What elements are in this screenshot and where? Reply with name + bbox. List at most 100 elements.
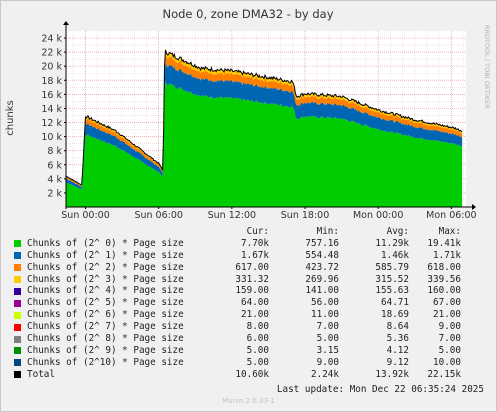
y-tick-label: 10 k	[41, 132, 62, 143]
legend-swatch	[14, 276, 21, 284]
legend-max: 1.71k	[433, 249, 461, 261]
legend-min: 141.00	[305, 285, 339, 297]
legend-cur: 64.00	[241, 297, 269, 309]
legend-avg: 315.52	[375, 273, 409, 285]
legend-header-avg: Avg:	[386, 226, 409, 237]
legend-max: 21.00	[433, 309, 461, 321]
area-series-2pow0	[66, 81, 463, 207]
legend-avg: 11.29k	[375, 237, 409, 249]
legend-row: Chunks of (2^ 9) * Page size 5.00 3.15 4.12…	[14, 345, 490, 357]
legend-cur: 5.00	[246, 344, 269, 356]
legend-row: Chunks of (2^ 6) * Page size 21.00 11.00 18…	[14, 309, 490, 321]
x-tick-label: Sun 18:00	[281, 210, 329, 221]
legend-row: Chunks of (2^ 2) * Page size 617.00 423.72…	[14, 262, 490, 274]
legend-min: 269.96	[305, 273, 339, 285]
legend-row: Chunks of (2^ 7) * Page size 8.00 7.00 8.64…	[14, 321, 490, 333]
legend-min: 2.24k	[311, 368, 339, 380]
y-tick-label: 8 k	[47, 146, 62, 157]
legend-cur: 6.00	[246, 333, 269, 345]
legend-swatch	[14, 299, 21, 307]
x-axis-arrow	[472, 204, 476, 210]
y-tick-label: 14 k	[41, 104, 62, 115]
rrdtool-side-text: RRDTOOL / TOBI OETIKER	[483, 25, 491, 109]
legend-swatch	[14, 264, 21, 272]
y-tick-label: 4 k	[47, 174, 62, 185]
legend-swatch	[14, 287, 21, 295]
total-line	[65, 49, 463, 186]
legend-max: 22.15k	[427, 368, 461, 380]
legend-label: Chunks of (2^ 5) * Page size	[27, 297, 184, 309]
legend-swatch	[14, 311, 21, 319]
x-tick-label: Mon 06:00	[426, 210, 476, 221]
legend-min: 9.00	[316, 356, 339, 368]
legend-header-min: Min:	[316, 226, 339, 237]
legend-max: 19.41k	[427, 237, 461, 249]
legend-row: Chunks of (2^ 0) * Page size 7.70k 757.16 1…	[14, 238, 490, 250]
y-tick-label: 6 k	[47, 160, 62, 171]
y-tick-label: 16 k	[41, 90, 62, 101]
legend-max: 618.00	[427, 261, 461, 273]
legend-max: 160.00	[427, 285, 461, 297]
legend-min: 11.00	[311, 309, 339, 321]
legend-cur: 5.00	[246, 356, 269, 368]
x-tick-label: Mon 00:00	[353, 210, 403, 221]
legend-rows: Chunks of (2^ 0) * Page size 7.70k 757.16 1…	[14, 238, 490, 381]
y-tick-label: 20 k	[41, 62, 62, 73]
legend-max: 7.00	[438, 333, 461, 345]
legend-avg: 64.71	[381, 297, 409, 309]
area-series-2pow1	[66, 62, 463, 190]
legend-header-cur: Cur:	[246, 226, 269, 237]
legend-header-max: Max:	[438, 226, 461, 237]
legend-label: Chunks of (2^ 3) * Page size	[27, 273, 184, 285]
x-tick-label: Sun 00:00	[61, 210, 109, 221]
legend-swatch	[14, 240, 21, 248]
y-tick-label: 2 k	[47, 188, 62, 199]
legend-swatch	[14, 323, 21, 331]
legend-label: Chunks of (2^ 0) * Page size	[27, 237, 184, 249]
x-tick-label: Sun 12:00	[208, 210, 256, 221]
legend-swatch	[14, 347, 21, 355]
legend-cur: 331.32	[235, 273, 269, 285]
y-axis-arrow	[63, 21, 69, 25]
legend-avg: 18.69	[381, 309, 409, 321]
legend-label: Chunks of (2^ 1) * Page size	[27, 249, 184, 261]
y-tick-label: 22 k	[41, 48, 62, 59]
y-axis-label: chunks	[5, 100, 16, 136]
legend-swatch	[14, 335, 21, 343]
legend-min: 423.72	[305, 261, 339, 273]
legend-label: Chunks of (2^10) * Page size	[27, 356, 184, 368]
y-tick-label: 24 k	[41, 34, 62, 45]
legend-row: Chunks of (2^ 3) * Page size 331.32 269.96…	[14, 274, 490, 286]
legend-max: 9.00	[438, 321, 461, 333]
x-tick-label: Sun 06:00	[134, 210, 182, 221]
legend-label: Chunks of (2^ 6) * Page size	[27, 309, 184, 321]
legend-label: Chunks of (2^ 9) * Page size	[27, 344, 184, 356]
legend-swatch	[14, 371, 21, 379]
y-tick-label: 12 k	[41, 118, 62, 129]
legend-avg: 585.79	[375, 261, 409, 273]
legend-swatch	[14, 359, 21, 367]
legend-row: Chunks of (2^ 5) * Page size 64.00 56.00 64…	[14, 297, 490, 309]
legend-avg: 8.64	[386, 321, 409, 333]
legend-max: 10.00	[433, 356, 461, 368]
legend-row: Chunks of (2^ 1) * Page size 1.67k 554.48 1…	[14, 250, 490, 262]
legend-min: 554.48	[305, 249, 339, 261]
legend-avg: 1.46k	[381, 249, 409, 261]
legend-cur: 21.00	[241, 309, 269, 321]
chart-title: Node 0, zone DMA32 - by day	[162, 7, 333, 21]
legend-cur: 8.00	[246, 321, 269, 333]
legend-row: Total 10.60k 2.24k 13.92k 22.15k	[14, 369, 490, 381]
legend-label: Chunks of (2^ 4) * Page size	[27, 285, 184, 297]
legend-cur: 10.60k	[235, 368, 269, 380]
legend-max: 5.00	[438, 344, 461, 356]
legend-header: Cur: Min: Avg: Max:	[14, 226, 490, 238]
legend-avg: 4.12	[386, 344, 409, 356]
legend-cur: 159.00	[235, 285, 269, 297]
legend-avg: 13.92k	[375, 368, 409, 380]
legend-avg: 9.12	[386, 356, 409, 368]
legend-row: Chunks of (2^ 4) * Page size 159.00 141.00…	[14, 285, 490, 297]
legend-label: Chunks of (2^ 2) * Page size	[27, 261, 184, 273]
last-update: Last update: Mon Dec 22 06:35:24 2025	[276, 384, 484, 395]
legend-min: 3.15	[316, 344, 339, 356]
legend-cur: 7.70k	[241, 237, 269, 249]
